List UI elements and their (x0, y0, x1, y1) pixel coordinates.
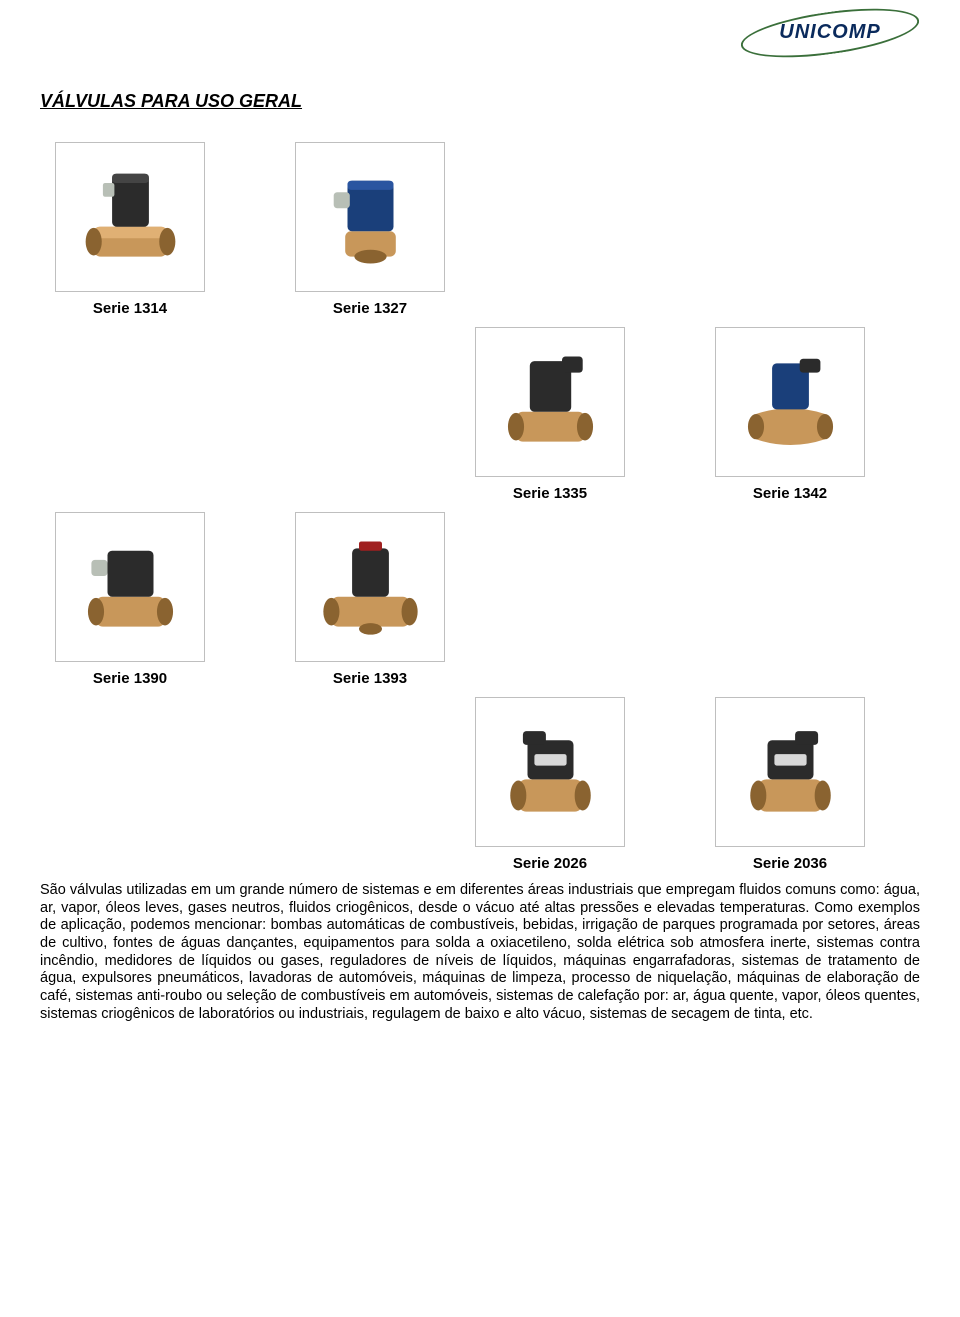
product-image-2036 (715, 697, 865, 847)
product-label: Serie 1327 (333, 300, 407, 317)
brand-text: UNICOMP (740, 21, 920, 44)
brand-logo: UNICOMP (740, 10, 920, 56)
product-label: Serie 1342 (753, 485, 827, 502)
page-title: VÁLVULAS PARA USO GERAL (40, 91, 920, 112)
product-image-1390 (55, 512, 205, 662)
product-image-1335 (475, 327, 625, 477)
valve-icon (313, 160, 428, 275)
valve-icon (73, 160, 188, 275)
product-cell-1390: Serie 1390 (40, 512, 220, 687)
valve-icon (73, 530, 188, 645)
product-cell-1335: Serie 1335 (460, 327, 640, 502)
product-label: Serie 1390 (93, 670, 167, 687)
product-row-2: Serie 1335 Serie 1342 (40, 327, 880, 502)
product-label: Serie 2026 (513, 855, 587, 872)
product-label: Serie 1314 (93, 300, 167, 317)
product-label: Serie 1335 (513, 485, 587, 502)
product-cell-1342: Serie 1342 (700, 327, 880, 502)
product-image-1393 (295, 512, 445, 662)
product-label: Serie 1393 (333, 670, 407, 687)
valve-icon (733, 345, 848, 460)
product-row-3: Serie 1390 Serie 1393 (40, 512, 920, 687)
body-text: São válvulas utilizadas em um grande núm… (40, 882, 920, 1024)
valve-icon (733, 715, 848, 830)
product-image-2026 (475, 697, 625, 847)
product-cell-2036: Serie 2036 (700, 697, 880, 872)
product-label: Serie 2036 (753, 855, 827, 872)
valve-icon (493, 715, 608, 830)
product-cell-2026: Serie 2026 (460, 697, 640, 872)
product-cell-1327: Serie 1327 (280, 142, 460, 317)
product-image-1314 (55, 142, 205, 292)
product-image-1342 (715, 327, 865, 477)
product-image-1327 (295, 142, 445, 292)
product-cell-1393: Serie 1393 (280, 512, 460, 687)
valve-icon (313, 530, 428, 645)
logo-area: UNICOMP (40, 10, 920, 61)
valve-icon (493, 345, 608, 460)
product-row-1: Serie 1314 Serie 1327 (40, 142, 920, 317)
product-row-4: Serie 2026 Serie 2036 (40, 697, 880, 872)
product-cell-1314: Serie 1314 (40, 142, 220, 317)
